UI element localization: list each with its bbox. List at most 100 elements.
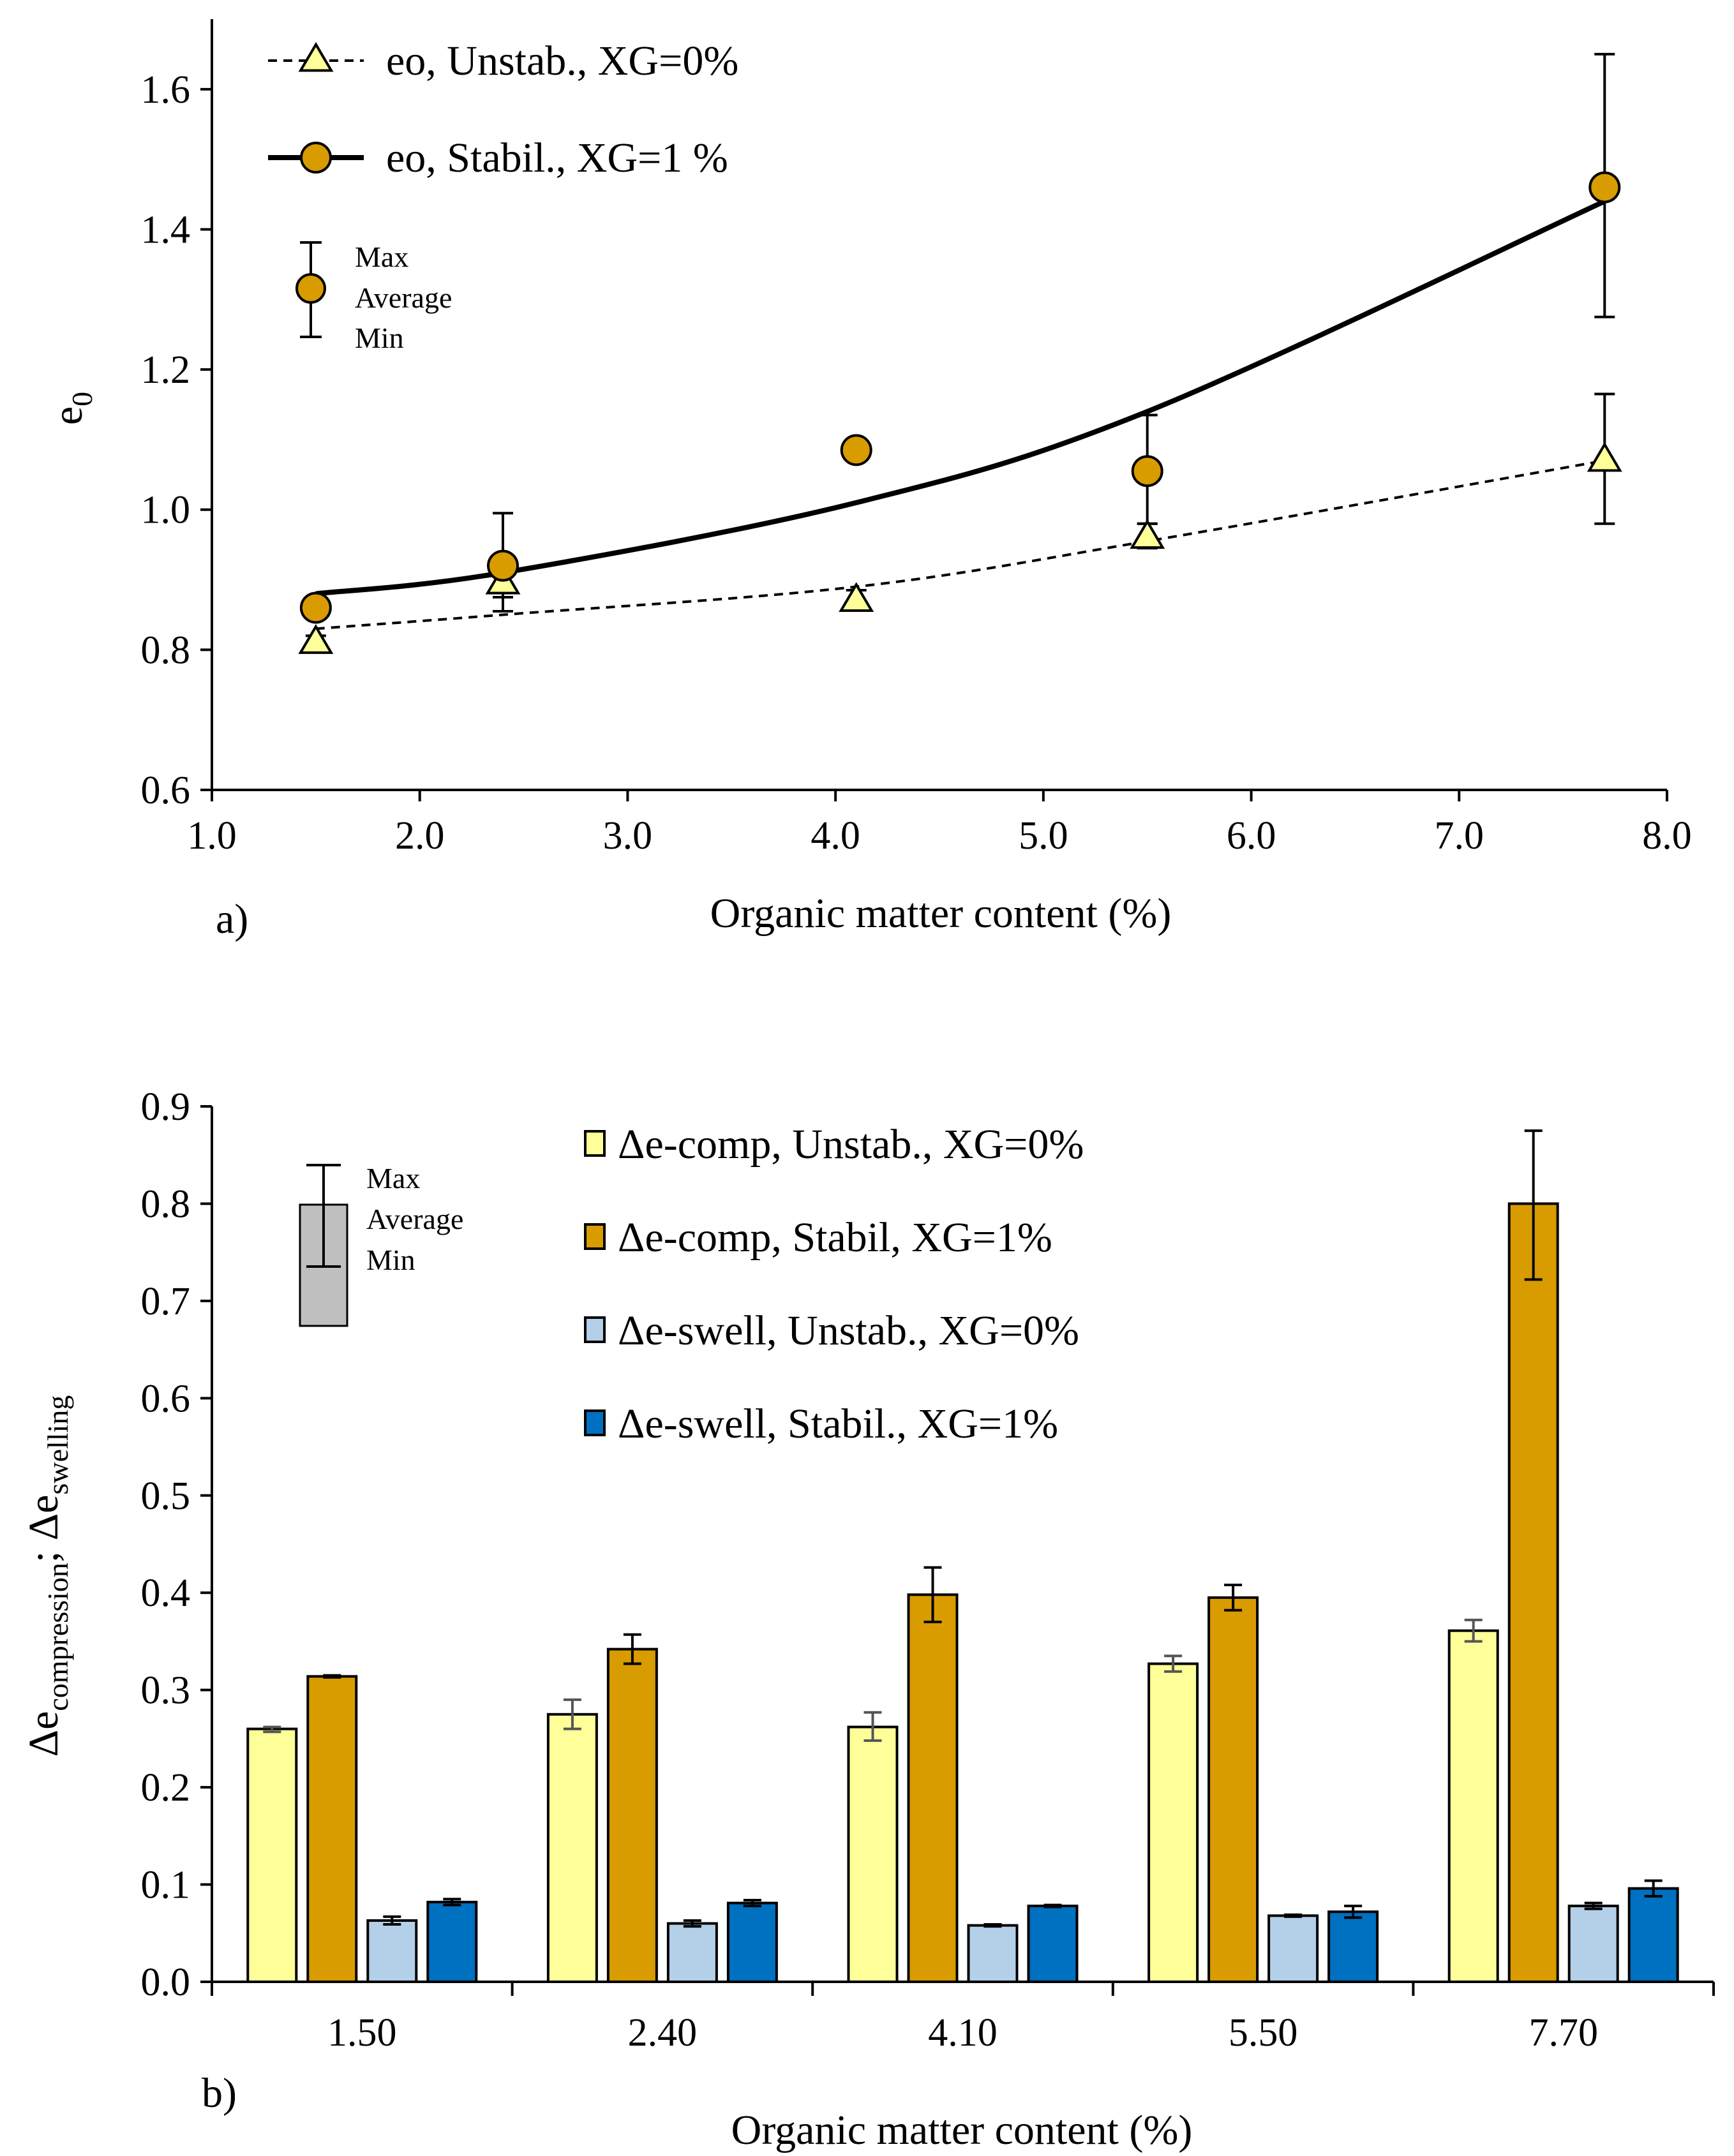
panel-a-y-label-subscript: 0 [66, 392, 98, 406]
panel-b-legend: Δe-comp, Unstab., XG=0% Δe-comp, Stabil, … [584, 1121, 1084, 1447]
panel-a-legend-marker-stabil [300, 142, 332, 174]
panel-b-legend-swatch-1 [584, 1130, 606, 1157]
panel-b-bar-series-4 [1327, 1910, 1379, 1983]
panel-b-bar-series-3 [366, 1919, 418, 1983]
panel-b-error-bar [263, 1725, 281, 1734]
panel-b-bar-series-4 [726, 1901, 778, 1984]
panel-b-error-bar [1464, 1618, 1483, 1643]
panel-a-point-stabil [487, 549, 519, 582]
panel-b-chart: 0.0 0.1 0.2 0.3 0.4 0.5 0.6 0.7 0.8 0.9 1.50 2.40 4.… [20, 1085, 1715, 2153]
panel-b-bar-series-2 [306, 1675, 358, 1984]
panel-b-y-tick-label: 0.0 [141, 1961, 191, 2004]
panel-a-key-label: Max [355, 241, 408, 273]
panel-b-error-bar [743, 1898, 761, 1908]
panel-b-y-axis-label: Δecompression; Δeswelling [20, 1395, 74, 1757]
panel-b-y-label-part-2: ; Δe [20, 1495, 67, 1563]
panel-b-error-bar [683, 1919, 701, 1928]
panel-b-bar-series-1 [1447, 1629, 1499, 1983]
panel-b-error-bar [443, 1898, 461, 1907]
panel-b-error-bar [1164, 1654, 1183, 1673]
panel-a-y-label-main: e [45, 406, 91, 425]
panel-a-points [298, 171, 1622, 654]
panel-a-errorbar-key: Max Average Min [295, 241, 452, 354]
panel-a-key-marker [295, 273, 326, 304]
panel-b-bar-series-2 [1207, 1596, 1259, 1984]
panel-b-bar-series-2 [606, 1647, 658, 1983]
panel-b-y-label-sub-2: swelling [41, 1395, 74, 1495]
panel-a-y-tick-label: 1.6 [141, 68, 191, 112]
panel-a-point-unstab [839, 582, 874, 612]
panel-b-key-label: Min [366, 1244, 415, 1276]
panel-a-y-tick-label: 1.4 [141, 208, 191, 251]
panel-b-bar-series-3 [1567, 1905, 1619, 1983]
panel-b-bar-series-3 [1267, 1914, 1319, 1984]
panel-a-trendlines [315, 198, 1606, 630]
panel-b-error-bar [1284, 1913, 1303, 1918]
panel-a-point-stabil [299, 591, 332, 624]
panel-a-point-unstab [298, 624, 334, 654]
panel-b-error-bar [1043, 1903, 1062, 1908]
panel-b-y-tick-label: 0.6 [141, 1377, 191, 1420]
panel-b-bar-series-1 [1147, 1662, 1199, 1983]
panel-b-y-tick-label: 0.7 [141, 1280, 191, 1323]
panel-b-error-bar [863, 1711, 882, 1742]
panel-a-x-axis-label: Organic matter content (%) [710, 890, 1172, 937]
panel-a-key-label: Min [355, 322, 404, 354]
panel-b-error-bar [383, 1915, 401, 1926]
panel-b-y-tick-label: 0.2 [141, 1766, 191, 1810]
panel-b-bar-series-3 [967, 1924, 1019, 1984]
panel-b-error-bar [323, 1674, 341, 1679]
panel-b-y-label-sub-1: compression [41, 1563, 74, 1711]
panel-b-legend-swatch-3 [584, 1316, 606, 1343]
panel-b-key-label: Average [366, 1203, 463, 1235]
panel-b-y-tick-label: 0.1 [141, 1864, 191, 1907]
panel-b-error-bar [563, 1698, 581, 1730]
panel-b-legend-swatch-4 [584, 1409, 606, 1436]
panel-b-legend-label-2: Δe-comp, Stabil, XG=1% [618, 1214, 1052, 1261]
panel-a-x-tick-label: 1.0 [187, 814, 237, 858]
panel-b-x-tick-label: 4.10 [928, 2011, 998, 2055]
panel-a-axes [211, 19, 1667, 791]
panel-b-bar-series-4 [426, 1900, 478, 1984]
panel-a-legend: eo, Unstab., XG=0% eo, Stabil., XG=1 % [268, 38, 738, 181]
panel-a-legend-label-1: eo, Unstab., XG=0% [386, 38, 738, 84]
panel-b-bar-series-3 [666, 1922, 718, 1984]
panel-b-y-tick-label: 0.8 [141, 1182, 191, 1226]
panel-b-error-bar [983, 1923, 1002, 1928]
panel-b-bar-series-2 [1507, 1202, 1559, 1983]
panel-b-y-tick-label: 0.4 [141, 1572, 191, 1615]
panel-b-bar-series-4 [1627, 1887, 1679, 1983]
panel-b-legend-label-1: Δe-comp, Unstab., XG=0% [618, 1121, 1084, 1168]
panel-a-x-tick-label: 2.0 [395, 814, 445, 858]
panel-b-x-tick-label: 2.40 [628, 2011, 698, 2055]
panel-a-point-stabil [840, 434, 872, 466]
panel-b-y-label-part-1: Δe [20, 1711, 67, 1757]
panel-b-legend-swatch-2 [584, 1223, 606, 1250]
panel-a-point-stabil [1131, 455, 1163, 487]
panel-a-y-tick-label: 1.2 [141, 348, 191, 392]
panel-b-errorbar-key: Max Average Min [299, 1162, 463, 1327]
panel-b-bar-series-4 [1027, 1905, 1079, 1983]
panel-a-y-tick-label: 0.8 [141, 628, 191, 672]
panel-a-legend-label-2: eo, Stabil., XG=1 % [386, 135, 728, 181]
panel-b-ticks: 0.0 0.1 0.2 0.3 0.4 0.5 0.6 0.7 0.8 0.9 1.50 2.40 4.… [141, 1085, 1715, 2055]
panel-a-x-tick-label: 4.0 [811, 814, 860, 858]
panel-b-x-tick-label: 5.50 [1229, 2011, 1298, 2055]
panel-b-x-tick-label: 1.50 [327, 2011, 397, 2055]
panel-b-error-bar [623, 1633, 641, 1665]
panel-a-point-stabil [1588, 171, 1621, 204]
panel-b-error-bar [1644, 1879, 1663, 1898]
panel-b-bar-series-1 [847, 1725, 899, 1983]
panel-b-error-bars [263, 1129, 1663, 1928]
panel-b-key-label: Max [366, 1162, 420, 1194]
panel-b-error-bar [1344, 1905, 1363, 1919]
panel-b-y-tick-label: 0.5 [141, 1475, 191, 1518]
panel-a-y-axis-label: e0 [45, 392, 98, 425]
panel-a-x-tick-label: 8.0 [1642, 814, 1692, 858]
panel-a-point-unstab [1587, 442, 1622, 472]
panel-a-label: a) [216, 896, 248, 942]
panel-a-y-tick-label: 1.0 [141, 489, 191, 532]
panel-b-y-tick-label: 0.3 [141, 1669, 191, 1713]
panel-a-ticks: 0.6 0.8 1.0 1.2 1.4 1.6 1.0 2.0 3.0 4.0 5.0 6.0 7.0 8… [141, 68, 1692, 858]
